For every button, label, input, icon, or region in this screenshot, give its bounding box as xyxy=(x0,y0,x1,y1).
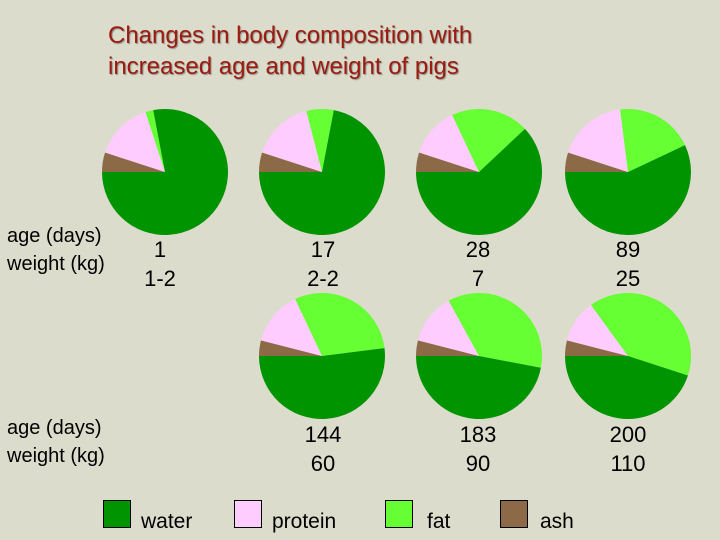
pie-1-age: 1 xyxy=(153,237,167,262)
pie-4-slice-protein xyxy=(568,109,628,172)
pie-1-weight: 1-2 xyxy=(144,266,176,291)
pie-6-slice-protein xyxy=(417,300,479,356)
row2-labels: age (days) weight (kg) xyxy=(7,414,105,470)
row2-age-label: age (days) xyxy=(7,417,102,439)
pie-7-slice-water xyxy=(565,356,688,420)
pie-2-values: 17 2-2 xyxy=(268,235,378,293)
pie-1 xyxy=(102,109,229,236)
pie-2 xyxy=(259,109,386,236)
pie-7-slice-fat xyxy=(590,292,692,376)
pie-6-age: 183 xyxy=(459,422,497,447)
legend-protein-swatch xyxy=(234,500,262,528)
row2-weight-label: weight (kg) xyxy=(7,445,105,467)
chart-title: Changes in body composition with increas… xyxy=(108,20,628,82)
title-line-1: Changes in body composition with xyxy=(108,22,473,49)
pie-1-slice-fat xyxy=(145,110,165,172)
legend-water-swatch xyxy=(103,500,131,528)
pie-4-slice-ash xyxy=(564,152,628,172)
pie-2-slice-fat xyxy=(306,109,334,172)
legend-fat-swatch xyxy=(385,500,413,528)
pie-7 xyxy=(565,292,692,420)
pie-5-slice-ash xyxy=(259,340,322,356)
pie-5-slice-fat xyxy=(295,293,385,356)
pie-2-slice-water xyxy=(259,110,386,236)
pie-3-values: 28 7 xyxy=(423,235,533,293)
pie-2-weight: 2-2 xyxy=(307,266,339,291)
pie-6-slice-ash xyxy=(416,340,479,356)
row1-weight-label: weight (kg) xyxy=(7,253,105,275)
pie-3-slice-ash xyxy=(416,152,479,172)
pie-6-weight: 90 xyxy=(465,451,491,476)
pie-4-slice-water xyxy=(565,145,691,236)
pie-4-age: 89 xyxy=(615,237,641,262)
pie-3-weight: 7 xyxy=(471,266,485,291)
pie-5-slice-protein xyxy=(260,299,322,356)
pie-1-slice-ash xyxy=(102,152,165,172)
pie-5 xyxy=(258,293,385,420)
pie-3-slice-water xyxy=(416,128,543,235)
legend-fat-label: fat xyxy=(427,510,451,533)
pie-5-age: 144 xyxy=(304,422,342,447)
pie-3-age: 28 xyxy=(465,237,491,262)
pie-2-age: 17 xyxy=(310,237,336,262)
row1-labels: age (days) weight (kg) xyxy=(7,222,105,278)
pie-3-slice-protein xyxy=(419,115,479,172)
pie-7-values: 200 110 xyxy=(573,420,683,478)
pie-2-slice-ash xyxy=(259,152,322,172)
pie-7-weight: 110 xyxy=(610,451,646,476)
pie-4-slice-fat xyxy=(620,109,685,172)
pie-5-values: 144 60 xyxy=(268,420,378,478)
pie-4-weight: 25 xyxy=(615,266,641,291)
pie-6-values: 183 90 xyxy=(423,420,533,478)
pie-3 xyxy=(416,109,543,235)
pie-4-values: 89 25 xyxy=(573,235,683,293)
pie-1-slice-protein xyxy=(105,112,165,172)
pie-5-weight: 60 xyxy=(310,451,336,476)
pie-2-slice-protein xyxy=(262,110,322,172)
pie-3-slice-fat xyxy=(452,109,525,172)
legend-ash-label: ash xyxy=(540,510,574,533)
pie-7-slice-ash xyxy=(565,340,628,356)
title-line-2: increased age and weight of pigs xyxy=(108,53,459,80)
row1-age-label: age (days) xyxy=(7,225,102,247)
pie-7-slice-protein xyxy=(566,305,628,356)
pie-4 xyxy=(564,109,691,236)
legend-ash-swatch xyxy=(500,500,528,528)
pie-6-slice-fat xyxy=(448,292,542,368)
pie-7-age: 200 xyxy=(609,422,647,447)
pie-1-slice-water xyxy=(102,109,229,236)
pie-1-values: 1 1-2 xyxy=(105,235,215,293)
pie-6-slice-water xyxy=(416,356,541,419)
pie-5-slice-water xyxy=(258,348,385,420)
pie-6 xyxy=(416,292,542,419)
legend-protein-label: protein xyxy=(272,510,337,533)
legend-water-label: water xyxy=(141,510,193,533)
